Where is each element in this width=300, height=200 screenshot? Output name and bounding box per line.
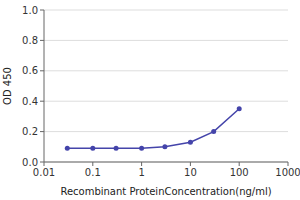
x-axis-label: Recombinant ProteinConcentration(ng/ml): [60, 186, 271, 197]
x-axis-line: [44, 162, 288, 163]
y-axis-label: OD 450: [2, 67, 13, 105]
x-tick: [44, 162, 45, 166]
y-tick: [40, 10, 44, 11]
point: [188, 140, 193, 145]
y-tick-label: 0.2: [22, 126, 38, 137]
x-tick-label: 1: [138, 167, 144, 178]
axes: 0.0 0.2 0.4 0.6 0.8 1.0 0.01 0.1 1 10 100 1000: [22, 5, 300, 179]
y-tick-label: 1.0: [22, 5, 38, 16]
chart: 0.0 0.2 0.4 0.6 0.8 1.0 0.01 0.1 1 10 100 1000 Recom…: [0, 0, 300, 200]
x-tick-label: 1000: [275, 167, 300, 178]
point: [139, 146, 144, 151]
y-tick-label: 0.0: [22, 157, 38, 168]
series: [65, 106, 242, 151]
y-tick: [40, 101, 44, 102]
grid-line: [44, 10, 288, 11]
grid-line: [44, 101, 288, 102]
y-tick-label: 0.8: [22, 35, 38, 46]
grid-line: [44, 40, 288, 41]
point: [65, 146, 70, 151]
x-tick: [239, 162, 240, 166]
grid-line: [44, 162, 288, 163]
y-axis-line: [44, 10, 45, 162]
x-tick: [190, 162, 191, 166]
y-tick-label: 0.4: [22, 96, 38, 107]
y-tick: [40, 70, 44, 71]
x-tick-label: 0.01: [33, 167, 55, 178]
chart-container: 0.0 0.2 0.4 0.6 0.8 1.0 0.01 0.1 1 10 100 1000 Recom…: [0, 0, 300, 200]
point: [162, 144, 167, 149]
grid-line: [44, 131, 288, 132]
grid-line: [44, 70, 288, 71]
y-tick: [40, 131, 44, 132]
line: [67, 109, 239, 149]
x-tick-label: 10: [184, 167, 197, 178]
point: [237, 106, 242, 111]
y-tick-label: 0.6: [22, 65, 38, 76]
point: [90, 146, 95, 151]
point: [211, 129, 216, 134]
x-tick: [288, 162, 289, 166]
grid: [44, 10, 288, 162]
y-tick: [40, 40, 44, 41]
y-tick: [40, 162, 44, 163]
x-tick-label: 100: [230, 167, 249, 178]
x-tick: [92, 162, 93, 166]
point: [114, 146, 119, 151]
x-tick-label: 0.1: [85, 167, 101, 178]
x-tick: [141, 162, 142, 166]
